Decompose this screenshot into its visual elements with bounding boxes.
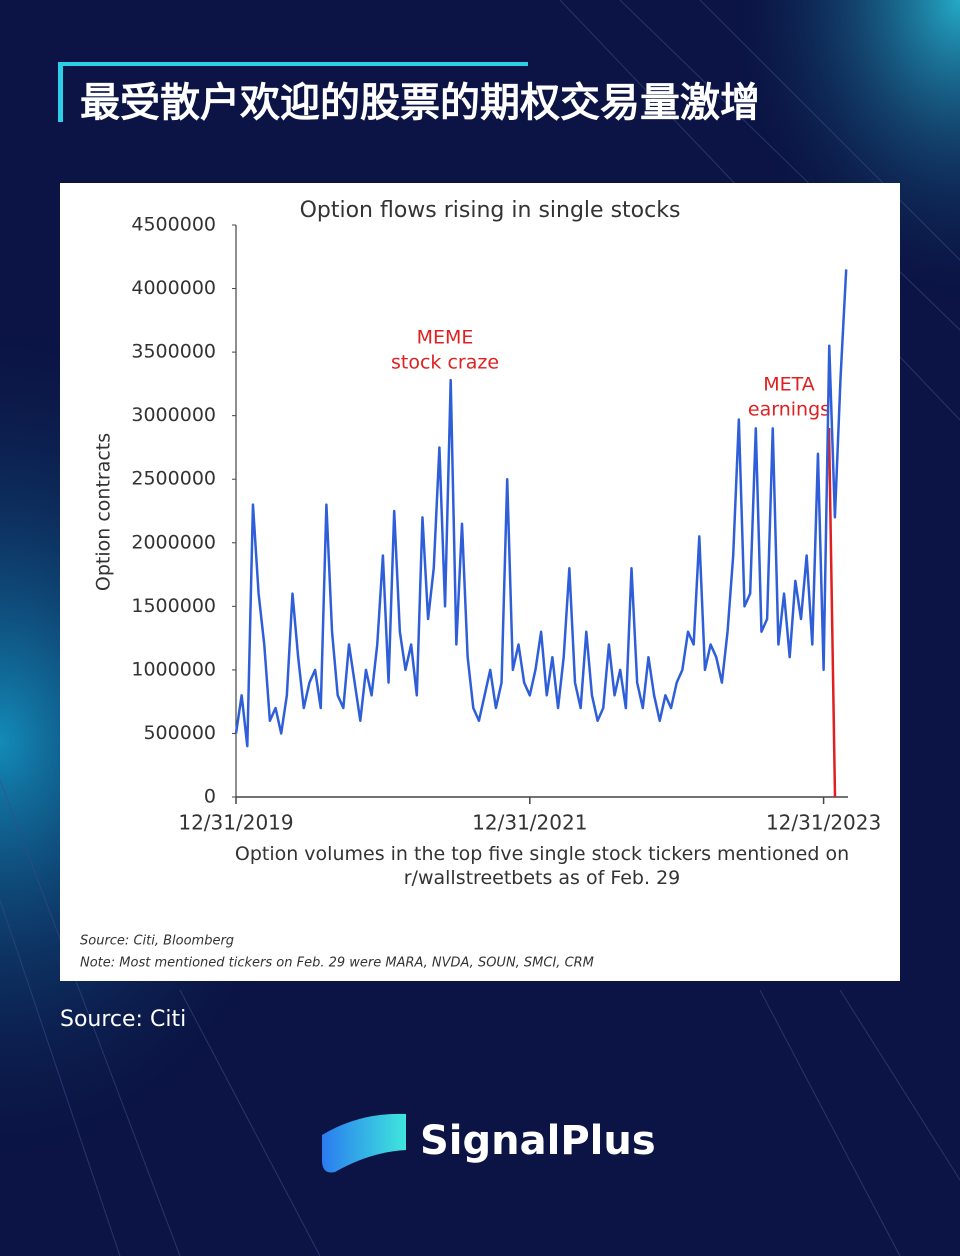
y-tick-label: 0 bbox=[204, 786, 216, 808]
y-tick-label: 2000000 bbox=[131, 531, 216, 553]
annotation: earnings bbox=[748, 399, 830, 421]
x-tick-label: 12/31/2021 bbox=[472, 811, 587, 835]
annotation: MEME bbox=[417, 327, 474, 349]
header-rule bbox=[58, 62, 528, 66]
y-tick-label: 500000 bbox=[143, 722, 216, 744]
y-tick-label: 4000000 bbox=[131, 277, 216, 299]
x-tick-label: 12/31/2023 bbox=[766, 811, 881, 835]
y-tick-label: 4500000 bbox=[131, 214, 216, 236]
y-axis-title: Option contracts bbox=[93, 433, 115, 591]
header-bar bbox=[58, 62, 63, 122]
y-tick-label: 3500000 bbox=[131, 341, 216, 363]
y-tick-label: 2500000 bbox=[131, 468, 216, 490]
chart-source: Source: Citi, Bloomberg bbox=[80, 934, 234, 949]
plot: 0 500000 1000000 1500000 2000000 2500000 30000… bbox=[131, 214, 881, 835]
annotation: META bbox=[763, 374, 815, 396]
y-tick-label: 3000000 bbox=[131, 404, 216, 426]
x-tick-label: 12/31/2019 bbox=[178, 811, 293, 835]
data-line bbox=[234, 269, 848, 748]
annotation-line bbox=[827, 427, 837, 798]
brand: SignalPlus bbox=[420, 1118, 656, 1164]
chart-title: Option flows rising in single stocks bbox=[300, 198, 681, 223]
logo-icon bbox=[322, 1113, 406, 1173]
annotation: stock craze bbox=[391, 352, 499, 374]
x-axis-title: Option volumes in the top five single st… bbox=[234, 843, 850, 889]
chart-note: Note: Most mentioned tickers on Feb. 29 … bbox=[80, 956, 594, 971]
y-tick-label: 1000000 bbox=[131, 658, 216, 680]
page-title: 最受散户欢迎的股票的期权交易量激增 bbox=[80, 80, 760, 126]
y-tick-label: 1500000 bbox=[131, 595, 216, 617]
page-source: Source: Citi bbox=[60, 1007, 186, 1032]
